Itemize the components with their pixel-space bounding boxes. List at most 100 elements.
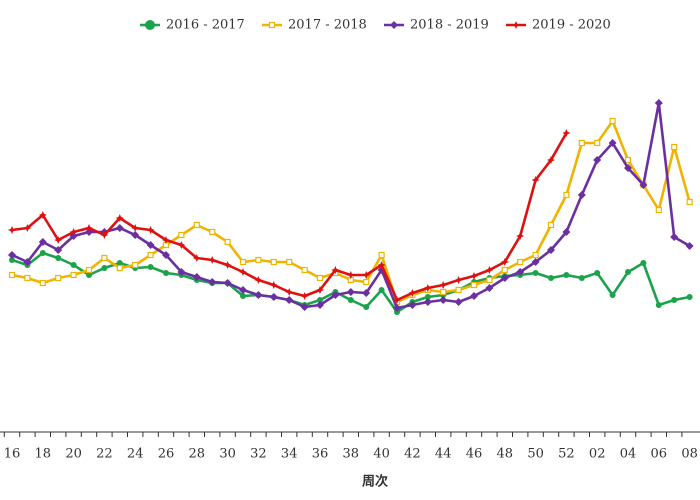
point — [24, 274, 31, 282]
point — [8, 251, 16, 259]
legend-label: 2018 - 2019 — [410, 18, 489, 33]
point — [192, 273, 201, 281]
point — [423, 284, 432, 292]
point — [408, 301, 417, 309]
point — [131, 224, 140, 232]
point — [54, 236, 63, 244]
point — [486, 276, 493, 284]
point — [609, 117, 616, 125]
point — [224, 238, 231, 246]
point — [132, 261, 139, 269]
legend-marker — [145, 20, 155, 30]
point — [393, 296, 401, 304]
x-tick-label: 06 — [651, 447, 668, 462]
point — [563, 191, 570, 199]
point — [577, 191, 586, 199]
legend-marker — [512, 21, 520, 29]
point — [8, 271, 16, 279]
point — [532, 270, 539, 276]
point — [286, 258, 293, 266]
point — [269, 293, 278, 301]
point — [270, 258, 277, 266]
point — [38, 211, 47, 219]
point — [563, 272, 570, 278]
point — [485, 266, 494, 274]
x-tick-label: 52 — [558, 447, 575, 462]
point — [624, 164, 632, 172]
point — [162, 236, 170, 244]
x-tick-label: 42 — [404, 447, 421, 462]
point — [9, 257, 15, 263]
point — [301, 266, 308, 274]
x-tick-label: 48 — [497, 447, 514, 462]
point — [317, 297, 323, 303]
point — [485, 284, 494, 292]
series-points — [8, 117, 693, 306]
x-tick-label: 36 — [312, 447, 329, 462]
point — [285, 288, 294, 296]
point — [501, 266, 508, 274]
point — [8, 226, 16, 234]
point — [547, 221, 555, 229]
point — [177, 241, 186, 249]
point — [70, 271, 77, 279]
legend-marker — [268, 21, 276, 29]
x-tick-label: 34 — [281, 447, 298, 462]
point — [193, 221, 200, 229]
point — [455, 286, 462, 294]
point — [423, 298, 432, 306]
point — [393, 304, 401, 312]
point — [470, 292, 478, 300]
point — [23, 224, 32, 232]
point — [116, 260, 123, 266]
point — [671, 297, 678, 303]
point — [532, 251, 539, 259]
point — [347, 297, 354, 303]
point — [378, 251, 385, 259]
legend-symbol — [268, 21, 276, 29]
series-points — [8, 129, 571, 304]
legend-symbol — [145, 20, 155, 30]
point — [163, 270, 169, 276]
point — [162, 251, 170, 259]
point — [101, 265, 108, 271]
point — [239, 258, 247, 266]
x-tick-label: 28 — [189, 447, 206, 462]
point — [686, 294, 693, 300]
point — [300, 292, 309, 300]
point — [70, 262, 77, 268]
point — [146, 241, 155, 249]
point — [55, 274, 62, 282]
point — [548, 275, 554, 281]
point — [670, 233, 679, 241]
point — [516, 232, 525, 240]
point — [239, 286, 247, 294]
point — [177, 268, 186, 276]
x-tick-label: 22 — [96, 447, 113, 462]
point — [55, 255, 62, 261]
point — [655, 206, 662, 214]
legend-label: 2016 - 2017 — [166, 18, 245, 33]
series-points — [8, 99, 694, 312]
point — [547, 246, 555, 254]
point — [454, 298, 463, 306]
legend-symbol — [390, 21, 398, 29]
point — [115, 224, 124, 232]
point — [686, 198, 693, 206]
x-tick-label: 38 — [343, 447, 360, 462]
point — [178, 231, 185, 239]
x-tick-label: 24 — [127, 447, 144, 462]
legend-label: 2017 - 2018 — [288, 18, 367, 33]
point — [363, 278, 370, 286]
point — [38, 238, 47, 246]
point — [100, 231, 109, 239]
point — [608, 139, 617, 147]
point — [285, 296, 294, 304]
point — [146, 226, 155, 234]
point — [517, 258, 524, 266]
point — [362, 271, 371, 279]
point — [346, 271, 355, 279]
x-tick-label: 32 — [250, 447, 267, 462]
point — [85, 266, 93, 274]
